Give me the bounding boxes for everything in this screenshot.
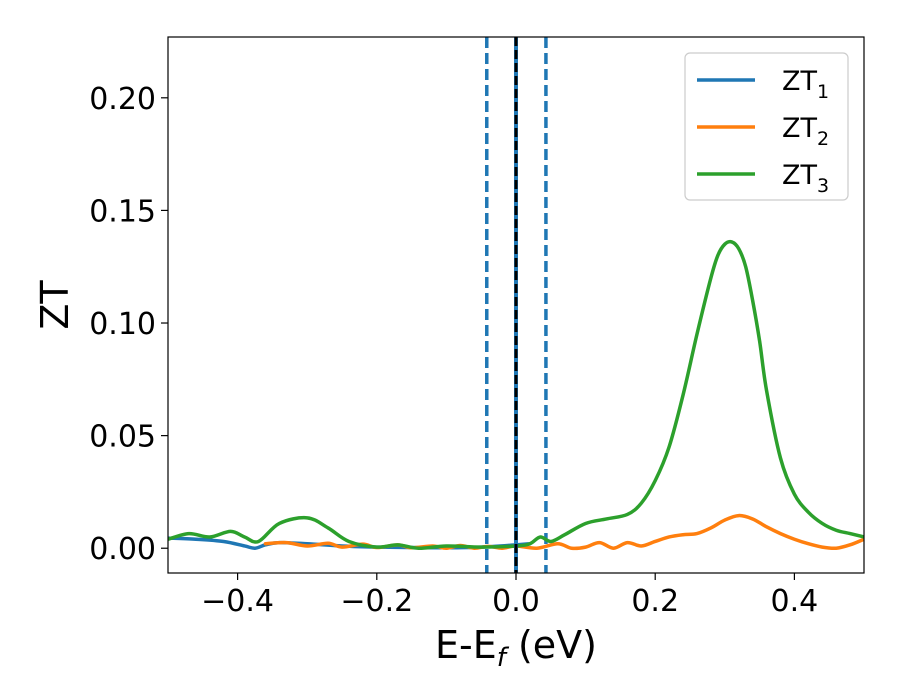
legend-label-zt2: ZT2 (782, 113, 829, 150)
x-tick-label: 0.2 (631, 584, 679, 619)
legend-box (684, 52, 849, 201)
x-tick-label: −0.2 (340, 584, 413, 619)
legend: ZT1 ZT2 ZT3 (684, 52, 849, 201)
x-tick-label: 0.4 (771, 584, 819, 619)
y-tick-label: 0.05 (89, 420, 156, 455)
legend-label-zt1: ZT1 (782, 66, 829, 103)
y-tick-label: 0.00 (89, 532, 156, 567)
y-tick-label: 0.15 (89, 194, 156, 229)
x-tick-label: −0.4 (201, 584, 274, 619)
x-axis-title-main: E-E (435, 623, 497, 667)
plot-area (168, 37, 864, 573)
legend-label-zt3: ZT3 (782, 160, 829, 197)
y-axis-title: ZT (33, 280, 77, 330)
y-tick-label: 0.10 (89, 307, 156, 342)
x-tick-label: 0.0 (492, 584, 540, 619)
y-tick-label: 0.20 (89, 82, 156, 117)
x-axis-title-unit: (eV) (506, 623, 597, 667)
series-line-zt3 (168, 239, 864, 550)
y-axis: 0.00 0.05 0.10 0.15 0.20 (89, 82, 168, 567)
x-axis: −0.4 −0.2 0.0 0.2 0.4 (201, 573, 818, 619)
x-axis-title: E-Ef (eV) (435, 623, 597, 673)
